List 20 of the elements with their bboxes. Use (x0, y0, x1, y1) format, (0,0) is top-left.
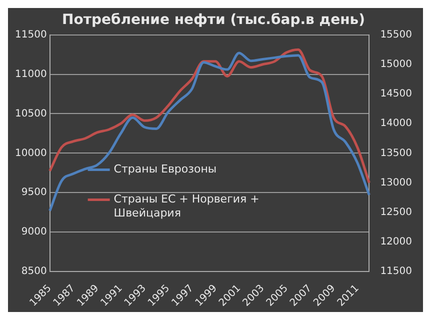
y2-tick-label: 13000 (380, 177, 412, 188)
y2-tick-label: 11500 (380, 266, 412, 278)
y2-tick-label: 14500 (380, 88, 412, 100)
y-tick-label: 9500 (21, 187, 47, 198)
y-tick-label: 8500 (21, 266, 47, 278)
y2-tick-label: 15500 (380, 29, 412, 40)
y2-tick-label: 12000 (380, 236, 412, 248)
legend-label: Страны ЕС + Норвегия + Швейцария (114, 192, 260, 220)
y-tick-label: 11500 (15, 29, 47, 40)
y-tick-label: 11000 (15, 68, 47, 80)
y2-tick-label: 12500 (380, 206, 412, 218)
y-tick-label: 9000 (21, 226, 47, 238)
y2-tick-label: 14000 (380, 118, 412, 130)
y2-tick-label: 15000 (380, 58, 412, 70)
y2-tick-label: 13500 (380, 148, 412, 159)
chart-title: Потребление нефти (тыс.бар.в день) (62, 12, 366, 28)
line-series (48, 48, 370, 184)
legend-label: Страны Еврозоны (114, 162, 217, 176)
y-tick-label: 10000 (15, 148, 47, 159)
y-tick-label: 10500 (15, 108, 47, 120)
